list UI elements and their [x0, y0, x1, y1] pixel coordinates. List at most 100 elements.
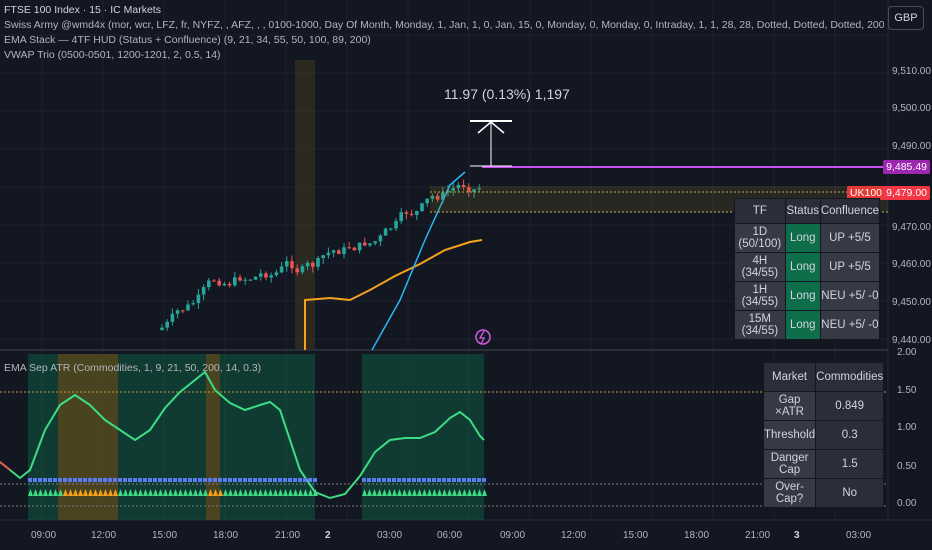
candle-body [342, 247, 346, 255]
time-tick: 2 [325, 530, 331, 541]
osc-dot [477, 478, 481, 482]
osc-marker [223, 489, 228, 496]
osc-dot [158, 478, 162, 482]
osc-marker [452, 489, 457, 496]
currency-button[interactable]: GBP [888, 6, 924, 30]
osc-marker [258, 489, 263, 496]
osc-marker [412, 489, 417, 496]
osc-dot [457, 478, 461, 482]
osc-line-red [0, 461, 11, 471]
osc-dot [108, 478, 112, 482]
candle-body [175, 310, 180, 314]
osc-dot [193, 478, 197, 482]
osc-dot [208, 478, 212, 482]
candle-body [285, 261, 289, 267]
osc-marker [477, 489, 482, 496]
candle-body [337, 250, 341, 255]
osc-dot [392, 478, 396, 482]
osc-dot [43, 478, 47, 482]
osc-dot [362, 478, 366, 482]
osc-dot [268, 478, 272, 482]
chart-title: FTSE 100 Index · 15 · IC Markets [4, 4, 161, 16]
osc-marker [158, 489, 163, 496]
osc-dot [223, 478, 227, 482]
osc-dot [233, 478, 237, 482]
osc-marker [218, 489, 223, 496]
osc-pane-label[interactable]: EMA Sep ATR (Commodities, 1, 9, 21, 50, … [4, 362, 262, 374]
time-tick: 03:00 [846, 530, 872, 541]
osc-dot [63, 478, 67, 482]
time-tick: 12:00 [91, 530, 117, 541]
time-tick: 06:00 [437, 530, 463, 541]
osc-marker [38, 489, 43, 496]
osc-dot [28, 478, 32, 482]
hud-confluence: UP +5/5 [819, 223, 881, 253]
osc-dot [382, 478, 386, 482]
osc-dot [402, 478, 406, 482]
osc-tick: 1.00 [897, 422, 917, 433]
osc-line [0, 370, 485, 500]
candle-body [269, 275, 273, 278]
sep-key: Gap ×ATR [762, 391, 817, 421]
sep-value: 1.5 [815, 449, 885, 479]
candle-body [357, 242, 362, 251]
osc-marker [362, 489, 367, 496]
price-tick: 9,470.00 [892, 222, 931, 233]
indicator-ema-stack[interactable]: EMA Stack — 4TF HUD (Status + Confluence… [4, 34, 371, 46]
hud-tf: 1D (50/100) [734, 223, 786, 253]
osc-dot [33, 478, 37, 482]
event-icon-bolt [478, 330, 486, 345]
candle-body [227, 283, 232, 286]
candle-body [212, 280, 216, 282]
candle-body [389, 228, 393, 230]
indicator-swiss-army[interactable]: Swiss Army @wmd4x (mor, wcr, LFZ, fr, NY… [4, 19, 884, 31]
osc-dot [218, 478, 222, 482]
hud-tf: 15M (34/55) [734, 310, 786, 340]
ema-sep-table: Market Commodities Gap ×ATR 0.849 Thresh… [762, 362, 885, 508]
hud-status: Long [784, 310, 821, 340]
sep-value: No [815, 478, 885, 508]
candle-body [279, 266, 284, 273]
candle-body [207, 280, 211, 288]
candle-body [181, 310, 185, 312]
osc-dot [313, 478, 317, 482]
osc-marker [243, 489, 248, 496]
indicator-vwap-trio[interactable]: VWAP Trio (0500-0501, 1200-1201, 2, 0.5,… [4, 49, 221, 61]
osc-dot [467, 478, 471, 482]
osc-marker [113, 489, 118, 496]
osc-marker [208, 489, 213, 496]
osc-dot [153, 478, 157, 482]
candle-body [378, 235, 383, 242]
osc-marker [178, 489, 183, 496]
price-tick: 9,510.00 [892, 66, 931, 77]
osc-dot [437, 478, 441, 482]
osc-dot [243, 478, 247, 482]
osc-dot [68, 478, 72, 482]
osc-marker [213, 489, 218, 496]
osc-marker [407, 489, 412, 496]
session-shade [295, 60, 315, 350]
osc-dot [73, 478, 77, 482]
osc-marker [427, 489, 432, 496]
osc-marker [367, 489, 372, 496]
osc-marker [78, 489, 83, 496]
hud-status: Long [784, 252, 821, 282]
osc-dot [228, 478, 232, 482]
osc-tick: 0.00 [897, 498, 917, 509]
osc-marker [143, 489, 148, 496]
osc-dot [58, 478, 62, 482]
osc-marker [308, 489, 313, 496]
candle-body [352, 247, 357, 251]
osc-marker [417, 489, 422, 496]
osc-dot [163, 478, 167, 482]
osc-marker [372, 489, 377, 496]
osc-marker [422, 489, 427, 496]
time-tick: 18:00 [213, 530, 239, 541]
osc-marker [173, 489, 178, 496]
osc-marker [387, 489, 392, 496]
time-tick: 03:00 [377, 530, 403, 541]
candle-body [415, 211, 419, 215]
osc-dot [98, 478, 102, 482]
osc-dot [123, 478, 127, 482]
osc-dot [143, 478, 147, 482]
